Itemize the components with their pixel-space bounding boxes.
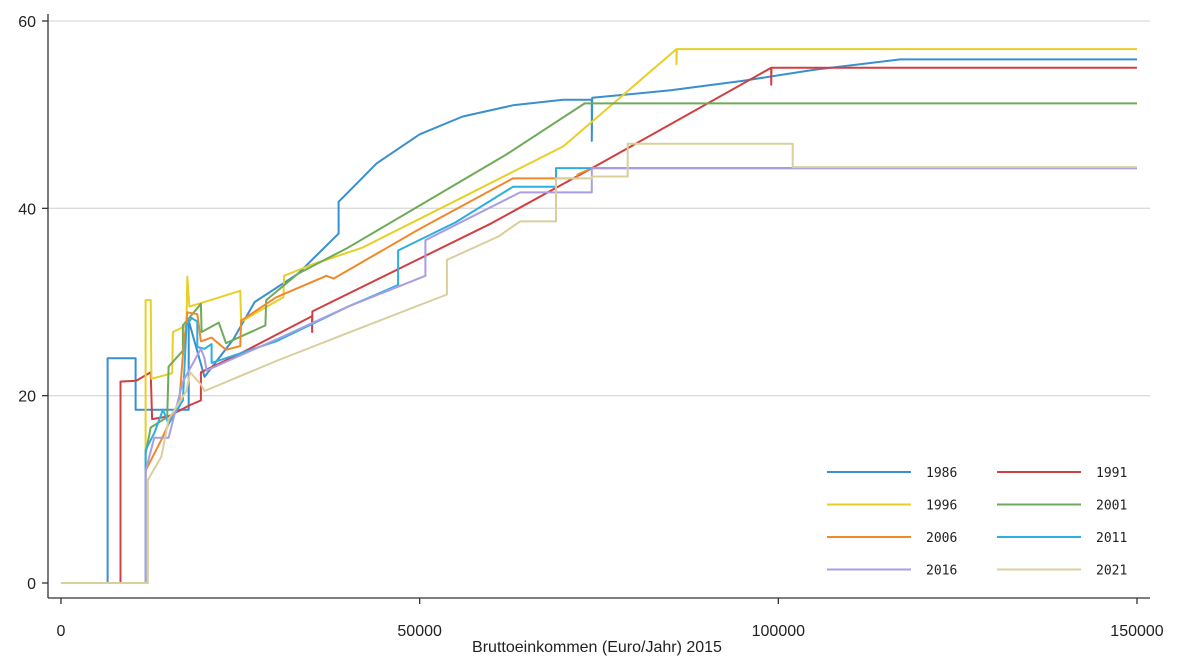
legend-label-2006: 2006 xyxy=(926,531,957,546)
axes: 0 20 40 60 0 50000 100000 150000 xyxy=(18,14,1164,640)
x-tick-label-100000: 100000 xyxy=(752,623,805,640)
x-tick-label-50000: 50000 xyxy=(397,623,442,640)
series-line-2011 xyxy=(61,167,1137,584)
series-lines xyxy=(61,48,1137,584)
x-tick-label-150000: 150000 xyxy=(1110,623,1163,640)
series-line-2001 xyxy=(61,102,1137,584)
legend: 1986 1991 1996 2001 2006 2011 2016 2021 xyxy=(827,466,1127,579)
legend-label-1986: 1986 xyxy=(926,466,957,481)
legend-label-1991: 1991 xyxy=(1096,466,1127,481)
x-axis-title: Bruttoeinkommen (Euro/Jahr) 2015 xyxy=(472,639,722,656)
y-tick-label-60: 60 xyxy=(18,14,36,31)
y-tick-label-20: 20 xyxy=(18,389,36,406)
legend-label-2021: 2021 xyxy=(1096,564,1127,579)
y-tick-label-40: 40 xyxy=(18,201,36,218)
legend-label-1996: 1996 xyxy=(926,499,957,514)
gridlines xyxy=(48,20,1150,397)
series-line-1991 xyxy=(61,66,1137,584)
series-line-2021 xyxy=(61,142,1137,584)
series-line-2016 xyxy=(61,167,1137,584)
legend-label-2011: 2011 xyxy=(1096,531,1127,546)
y-tick-label-0: 0 xyxy=(27,576,36,593)
legend-label-2016: 2016 xyxy=(926,564,957,579)
series-line-1986 xyxy=(61,58,1137,584)
legend-label-2001: 2001 xyxy=(1096,499,1127,514)
x-tick-label-0: 0 xyxy=(57,623,66,640)
